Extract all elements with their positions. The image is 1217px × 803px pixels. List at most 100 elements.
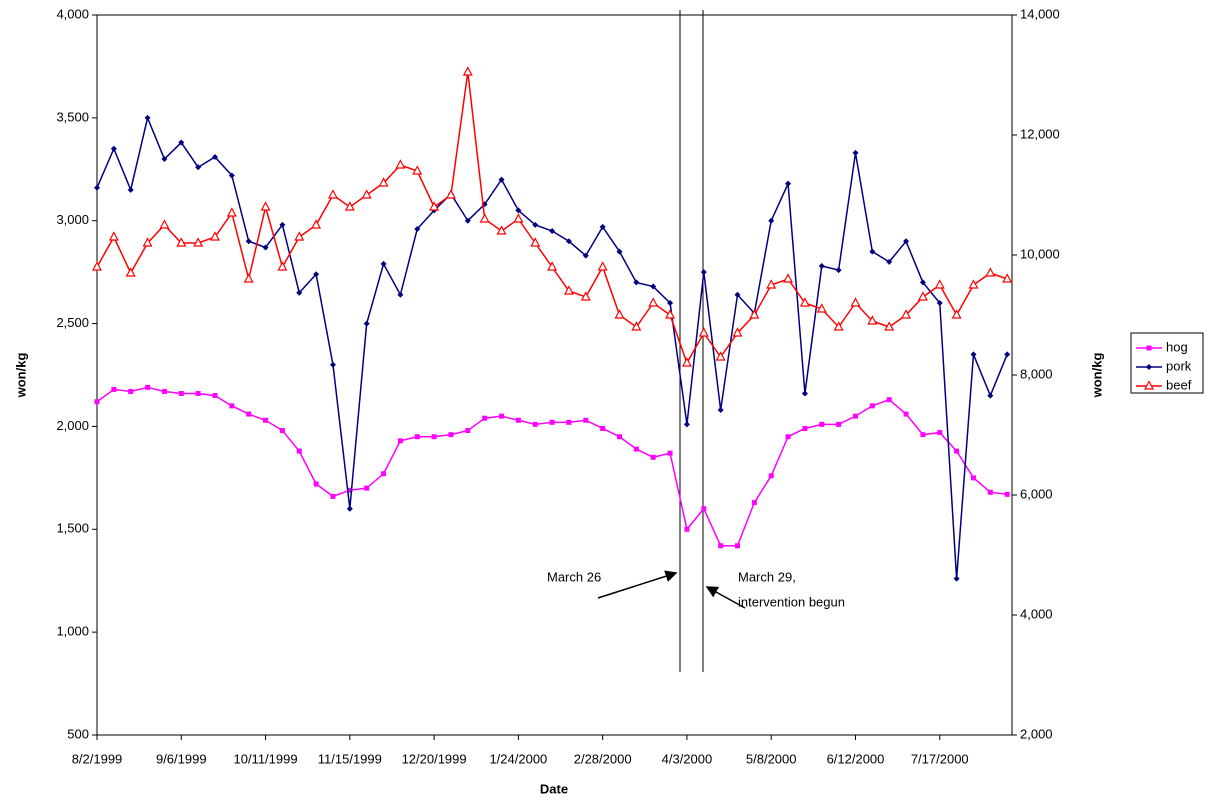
point bbox=[768, 217, 775, 224]
point bbox=[515, 207, 522, 214]
point bbox=[465, 428, 471, 434]
x-tick-label: 4/3/2000 bbox=[662, 751, 713, 766]
point bbox=[414, 225, 421, 232]
point bbox=[1002, 273, 1013, 283]
point bbox=[901, 309, 912, 319]
x-tick-label: 7/17/2000 bbox=[911, 751, 969, 766]
point bbox=[161, 156, 168, 162]
point bbox=[431, 434, 437, 440]
point bbox=[583, 417, 589, 423]
legend bbox=[1130, 332, 1204, 394]
x-tick-label: 10/11/1999 bbox=[233, 751, 297, 766]
point bbox=[749, 309, 760, 319]
point bbox=[565, 238, 572, 245]
point bbox=[549, 419, 555, 425]
point bbox=[833, 321, 844, 331]
point bbox=[717, 406, 724, 413]
point bbox=[513, 213, 524, 223]
x-tick-label: 9/6/1999 bbox=[156, 751, 207, 766]
point bbox=[279, 221, 286, 228]
point bbox=[802, 425, 808, 431]
point bbox=[363, 320, 370, 327]
point bbox=[195, 164, 202, 171]
point bbox=[212, 393, 218, 399]
point bbox=[378, 177, 389, 187]
point bbox=[499, 413, 505, 419]
point bbox=[667, 300, 674, 306]
point bbox=[582, 252, 589, 259]
point bbox=[650, 283, 657, 290]
point bbox=[313, 271, 320, 278]
point bbox=[209, 231, 220, 241]
point bbox=[734, 291, 741, 298]
point bbox=[296, 448, 302, 454]
point bbox=[445, 189, 456, 199]
point bbox=[195, 391, 201, 397]
y-axis-title: won/kg bbox=[13, 353, 28, 399]
point bbox=[633, 446, 639, 452]
point bbox=[850, 297, 861, 307]
point bbox=[245, 238, 252, 245]
point bbox=[229, 403, 235, 409]
point bbox=[884, 321, 895, 331]
point bbox=[701, 506, 707, 512]
point bbox=[462, 66, 473, 76]
y2-tick-label: 4,000 bbox=[1020, 606, 1053, 621]
point bbox=[985, 267, 996, 277]
x-tick-label: 12/20/1999 bbox=[402, 751, 467, 766]
y2-tick-label: 10,000 bbox=[1020, 246, 1060, 261]
point bbox=[886, 258, 893, 265]
point bbox=[936, 300, 943, 306]
point bbox=[867, 315, 878, 325]
point bbox=[92, 261, 102, 271]
x-tick-label: 2/28/2000 bbox=[574, 751, 632, 766]
point bbox=[600, 425, 606, 431]
point bbox=[616, 248, 623, 255]
point bbox=[563, 285, 574, 295]
point bbox=[617, 434, 623, 440]
legend-label: beef bbox=[1166, 377, 1192, 392]
point bbox=[226, 207, 237, 217]
point bbox=[665, 309, 676, 319]
point bbox=[380, 260, 387, 267]
point bbox=[1004, 491, 1010, 497]
point bbox=[919, 279, 926, 286]
point bbox=[937, 430, 943, 436]
point bbox=[801, 390, 808, 397]
point bbox=[246, 411, 252, 417]
point bbox=[344, 201, 355, 211]
y2-tick-label: 12,000 bbox=[1020, 126, 1060, 141]
x-tick-label: 11/15/1999 bbox=[318, 751, 382, 766]
point bbox=[1004, 351, 1011, 358]
y-tick-label: 1,000 bbox=[56, 624, 89, 639]
point bbox=[346, 505, 353, 512]
point bbox=[178, 391, 184, 397]
point bbox=[176, 237, 187, 247]
point bbox=[329, 361, 336, 368]
point bbox=[934, 279, 945, 289]
y2-tick-label: 2,000 bbox=[1020, 726, 1053, 741]
legend-marker bbox=[1144, 380, 1154, 390]
point bbox=[783, 273, 794, 283]
point bbox=[968, 279, 979, 289]
point bbox=[698, 327, 709, 337]
point bbox=[144, 114, 151, 121]
point bbox=[785, 180, 792, 187]
point bbox=[110, 145, 117, 152]
plot-frame bbox=[96, 14, 1013, 736]
y-tick-label: 2,000 bbox=[56, 418, 89, 433]
point bbox=[414, 434, 420, 440]
point bbox=[852, 413, 858, 419]
point bbox=[111, 386, 117, 392]
point bbox=[178, 139, 185, 146]
y-tick-label: 4,000 bbox=[56, 6, 89, 21]
point bbox=[903, 238, 910, 245]
y2-tick-label: 8,000 bbox=[1020, 366, 1053, 381]
y-tick-label: 3,000 bbox=[56, 212, 89, 227]
annotation-arrow bbox=[705, 586, 746, 609]
point bbox=[816, 303, 827, 313]
series-line bbox=[96, 115, 1008, 579]
annotation: March 26 bbox=[547, 569, 601, 584]
point bbox=[515, 417, 521, 423]
